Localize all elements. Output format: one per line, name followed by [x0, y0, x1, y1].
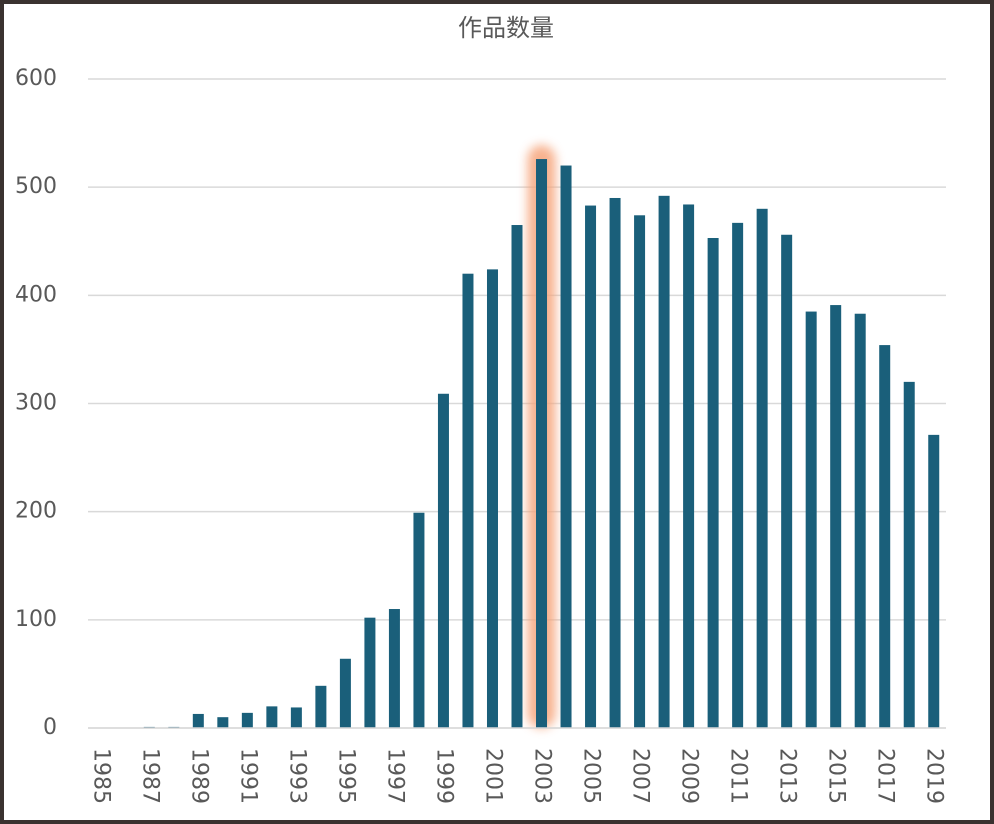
bar — [536, 159, 548, 728]
y-tick-label: 0 — [43, 715, 57, 740]
bar — [830, 305, 842, 728]
bar — [315, 685, 327, 728]
x-tick-label: 2001 — [480, 748, 505, 804]
bar — [413, 512, 425, 728]
bar — [290, 707, 302, 728]
y-tick-label: 100 — [15, 607, 57, 632]
x-tick-label: 2011 — [726, 748, 751, 804]
x-tick-label: 1987 — [137, 748, 162, 804]
bar — [756, 208, 768, 729]
x-tick-label: 1999 — [431, 748, 456, 804]
y-tick-label: 600 — [15, 66, 57, 91]
bar — [879, 345, 891, 728]
bar — [854, 313, 866, 728]
x-tick-label: 2007 — [628, 748, 653, 804]
x-tick-label: 1991 — [235, 748, 260, 804]
x-tick-label: 1997 — [382, 748, 407, 804]
x-tick-label: 1995 — [333, 748, 358, 804]
bar — [486, 269, 498, 728]
bar — [437, 393, 449, 728]
bar — [511, 225, 523, 728]
y-tick-label: 300 — [15, 391, 57, 416]
y-tick-label: 400 — [15, 282, 57, 307]
x-tick-label: 1985 — [88, 748, 113, 804]
bar — [683, 204, 695, 728]
bar — [732, 222, 744, 728]
bar — [266, 706, 278, 728]
bar — [192, 713, 204, 728]
bar — [928, 434, 940, 728]
x-tick-label: 2009 — [677, 748, 702, 804]
bar — [462, 273, 474, 728]
bar — [609, 197, 621, 728]
bar — [388, 609, 400, 728]
bar — [903, 381, 915, 728]
x-tick-label: 2017 — [873, 748, 898, 804]
x-tick-label: 2013 — [775, 748, 800, 804]
x-tick-label: 2019 — [922, 748, 947, 804]
x-tick-label: 2005 — [579, 748, 604, 804]
bar — [805, 311, 817, 728]
bar — [217, 717, 229, 728]
x-tick-label: 1989 — [186, 748, 211, 804]
bar — [364, 617, 376, 728]
bar — [781, 234, 793, 728]
x-tick-label: 2015 — [824, 748, 849, 804]
bar — [707, 238, 719, 728]
x-tick-label: 2003 — [530, 748, 555, 804]
y-tick-label: 200 — [15, 499, 57, 524]
x-tick-label: 1993 — [284, 748, 309, 804]
chart-title: 作品数量 — [458, 14, 554, 42]
bar — [585, 205, 597, 728]
bar — [560, 165, 572, 729]
bar — [634, 215, 646, 729]
y-tick-label: 500 — [15, 174, 57, 199]
bar — [658, 195, 670, 728]
bar — [339, 658, 351, 728]
bar — [241, 712, 253, 728]
